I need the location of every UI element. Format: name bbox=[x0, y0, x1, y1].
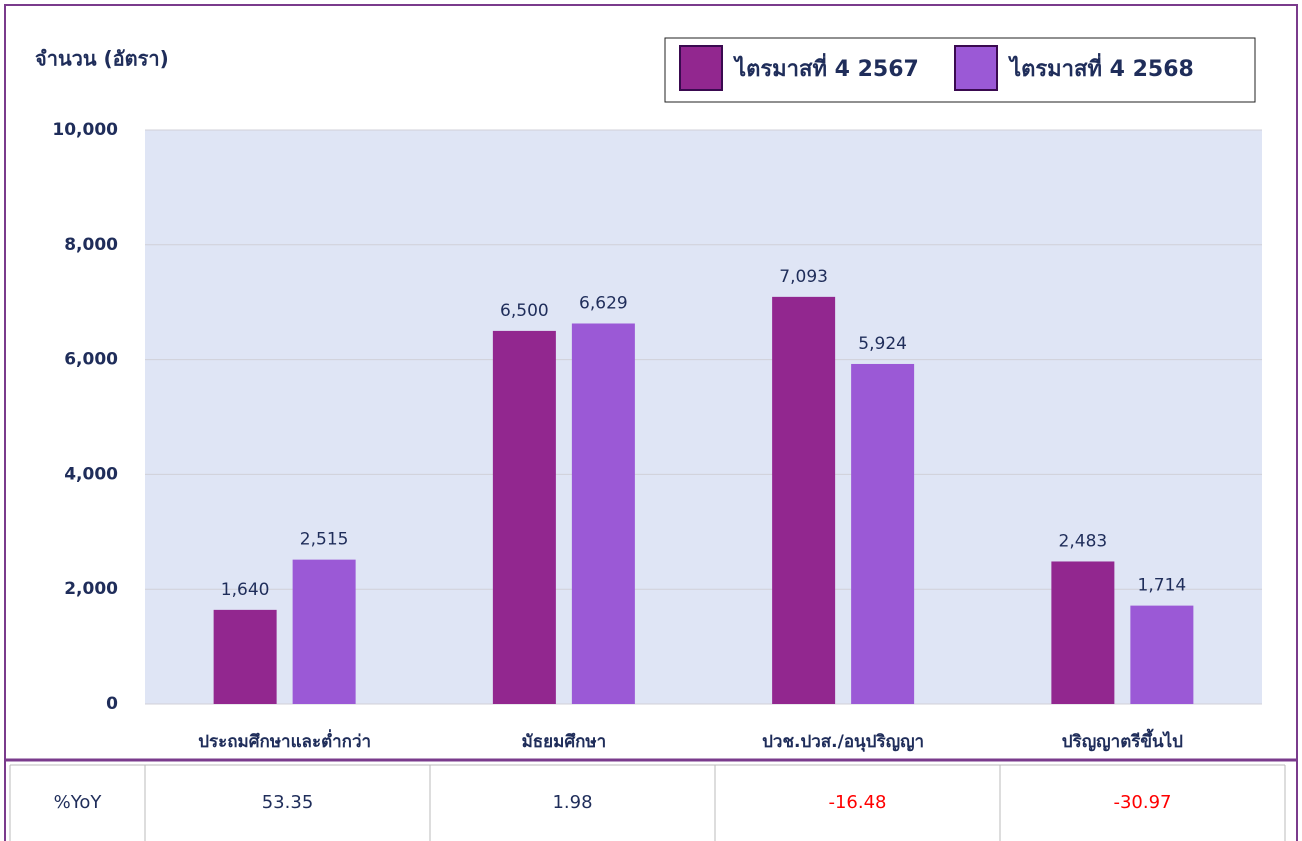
data-label: 2,483 bbox=[1059, 531, 1108, 551]
bar bbox=[1130, 605, 1194, 704]
table-cell: -30.97 bbox=[1113, 792, 1171, 813]
x-tick-label: ประถมศึกษาและต่ำกว่า bbox=[198, 729, 371, 752]
legend-label: ไตรมาสที่ 4 2567 bbox=[733, 52, 919, 82]
bar bbox=[1051, 561, 1115, 704]
y-axis-label: จำนวน (อัตรา) bbox=[35, 47, 169, 71]
x-tick-label: ปวช.ปวส./อนุปริญญา bbox=[762, 732, 924, 752]
x-tick-label: ปริญญาตรีขึ้นไป bbox=[1062, 728, 1183, 752]
bar bbox=[772, 296, 836, 704]
data-label: 6,629 bbox=[579, 293, 628, 313]
y-tick-label: 10,000 bbox=[52, 120, 118, 140]
bar bbox=[571, 323, 635, 704]
table-cell: 53.35 bbox=[262, 792, 314, 813]
table-row-label: %YoY bbox=[54, 792, 103, 813]
y-tick-label: 8,000 bbox=[64, 235, 118, 255]
data-label: 1,640 bbox=[221, 580, 270, 600]
y-tick-label: 0 bbox=[106, 694, 118, 714]
bar bbox=[292, 559, 356, 704]
bar bbox=[213, 609, 277, 704]
data-label: 5,924 bbox=[858, 334, 907, 354]
data-label: 7,093 bbox=[779, 267, 828, 287]
frame bbox=[4, 4, 1298, 841]
data-label: 1,714 bbox=[1138, 576, 1187, 596]
legend-swatch bbox=[679, 45, 723, 91]
legend-label: ไตรมาสที่ 4 2568 bbox=[1008, 52, 1194, 82]
data-label: 2,515 bbox=[300, 530, 349, 550]
bar bbox=[851, 363, 915, 704]
y-tick-label: 6,000 bbox=[64, 350, 118, 370]
table-cell: -16.48 bbox=[828, 792, 886, 813]
x-tick-label: มัธยมศึกษา bbox=[522, 732, 607, 752]
table-cell: 1.98 bbox=[552, 792, 592, 813]
bar bbox=[492, 330, 556, 704]
data-label: 6,500 bbox=[500, 301, 549, 321]
legend-swatch bbox=[954, 45, 998, 91]
y-tick-label: 2,000 bbox=[64, 579, 118, 599]
y-tick-label: 4,000 bbox=[64, 464, 118, 484]
